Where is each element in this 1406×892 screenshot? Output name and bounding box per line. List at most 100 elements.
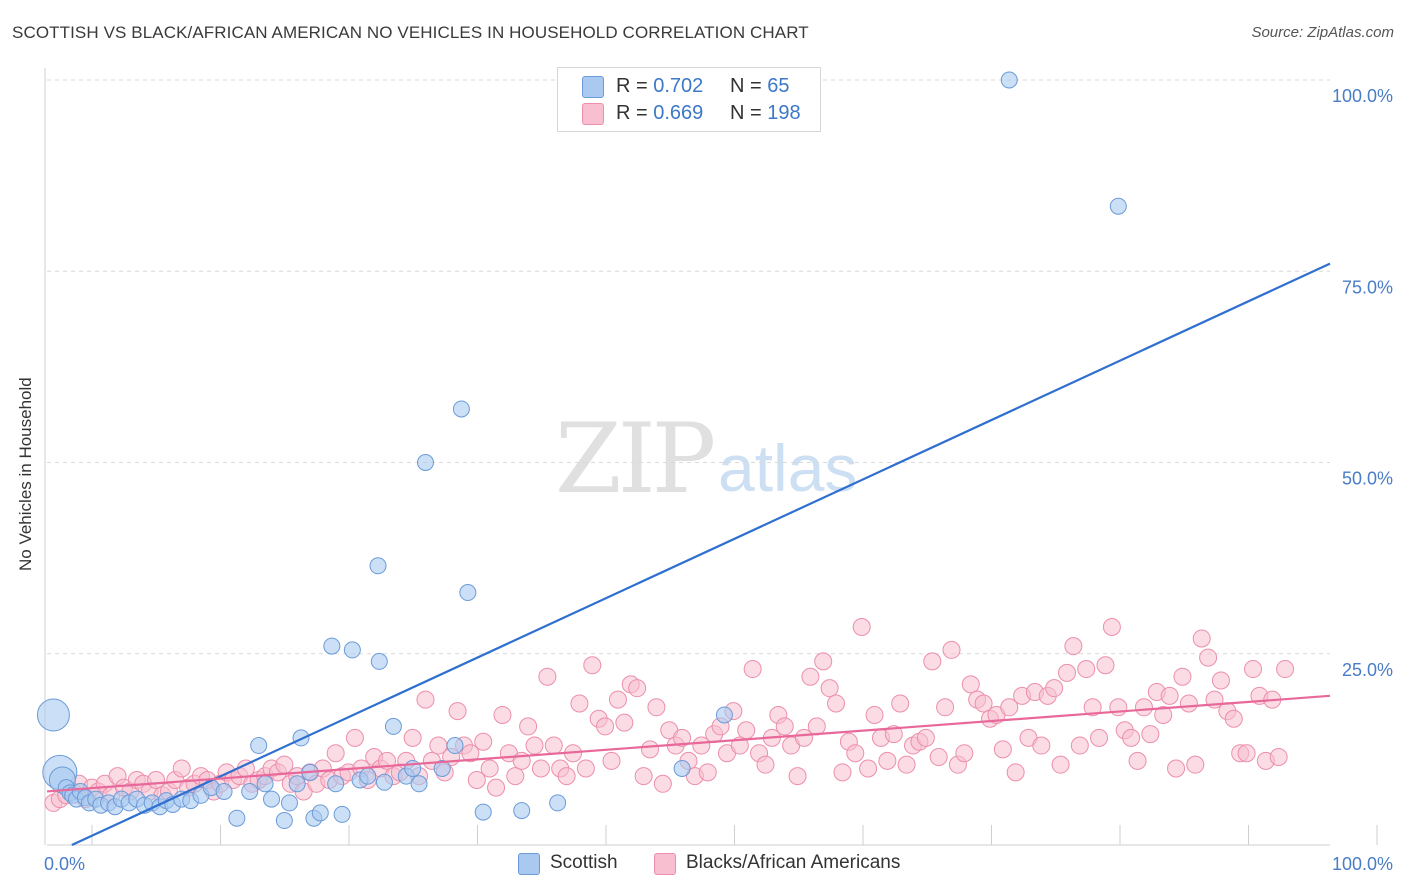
point-black <box>852 617 871 636</box>
trend-lines <box>46 262 1331 846</box>
point-black <box>519 717 538 736</box>
point-scottish <box>228 809 246 827</box>
point-black <box>474 732 493 751</box>
point-black <box>1077 660 1096 679</box>
point-black <box>1000 698 1019 717</box>
point-scottish <box>1000 71 1018 89</box>
point-scottish <box>446 737 464 755</box>
watermark-zip: ZIP <box>555 403 716 515</box>
point-black <box>576 759 595 778</box>
x-tick-label: 0.0% <box>44 854 85 874</box>
point-black <box>1141 725 1160 744</box>
point-scottish <box>370 652 388 670</box>
point-scottish <box>673 760 691 777</box>
point-black <box>756 755 775 774</box>
point-scottish <box>241 782 259 800</box>
point-scottish <box>343 641 361 659</box>
point-scottish <box>275 812 293 830</box>
point-scottish <box>359 767 377 785</box>
point-scottish <box>323 637 341 655</box>
point-black <box>506 767 525 786</box>
point-black <box>743 660 762 679</box>
point-black <box>628 679 647 698</box>
point-black <box>1276 660 1295 679</box>
legend-r-value: 0.702 <box>653 75 704 97</box>
point-black <box>1199 648 1218 667</box>
point-scottish <box>416 454 434 471</box>
point-scottish <box>256 775 274 793</box>
point-black <box>730 736 749 755</box>
legend-swatch-scottish <box>582 76 604 98</box>
point-black <box>1154 705 1173 724</box>
series-black-points <box>44 617 1295 812</box>
point-black <box>942 640 961 659</box>
y-tick-label: 75.0% <box>1342 277 1393 297</box>
point-black <box>1134 698 1153 717</box>
legend-r-value: 0.669 <box>653 102 704 124</box>
legend-r-label: R = <box>616 75 654 97</box>
point-black <box>615 713 634 732</box>
point-scottish <box>549 794 567 812</box>
legend-r-label: R = <box>616 102 654 124</box>
point-black <box>172 759 191 778</box>
point-black <box>1211 671 1230 690</box>
point-black <box>673 728 692 747</box>
x-tick-label: 100.0% <box>1332 854 1393 874</box>
grid-lines <box>47 79 1330 655</box>
y-tick-label: 100.0% <box>1332 86 1393 106</box>
point-black <box>929 748 948 767</box>
point-black <box>538 667 557 686</box>
point-scottish <box>513 802 531 820</box>
point-scottish <box>433 760 451 777</box>
point-black <box>493 705 512 724</box>
point-black <box>1032 736 1051 755</box>
point-black <box>788 767 807 786</box>
point-black <box>775 717 794 736</box>
point-black <box>814 652 833 671</box>
point-black <box>1122 728 1141 747</box>
point-black <box>416 690 435 709</box>
legend-n-value: 65 <box>767 75 790 97</box>
point-black <box>859 759 878 778</box>
point-black <box>897 755 916 774</box>
point-black <box>833 763 852 782</box>
point-black <box>807 717 826 736</box>
bottom-legend-label-scottish: Scottish <box>550 852 618 873</box>
point-black <box>1051 755 1070 774</box>
point-black <box>1167 759 1186 778</box>
point-black <box>1109 698 1128 717</box>
point-black <box>1006 763 1025 782</box>
tick-labels: 25.0% 50.0% 75.0% 100.0% 0.0% 100.0% <box>44 86 1393 874</box>
point-black <box>647 698 666 717</box>
point-black <box>480 759 499 778</box>
point-black <box>1128 751 1147 770</box>
point-black <box>1083 698 1102 717</box>
point-black <box>570 694 589 713</box>
point-black <box>641 740 660 759</box>
point-black <box>557 767 576 786</box>
point-black <box>1224 709 1243 728</box>
legend: R = 0.702 N = 65 R = 0.669 N = 198 <box>557 67 821 132</box>
point-scottish <box>311 804 329 822</box>
point-black <box>1064 637 1083 656</box>
point-black <box>1090 728 1109 747</box>
point-scottish <box>288 775 306 793</box>
point-black <box>993 740 1012 759</box>
point-black <box>448 702 467 721</box>
point-black <box>634 767 653 786</box>
point-black <box>1186 755 1205 774</box>
point-black <box>923 652 942 671</box>
chart-title: SCOTTISH VS BLACK/AFRICAN AMERICAN NO VE… <box>12 23 809 42</box>
point-black <box>1096 656 1115 675</box>
point-scottish <box>263 790 281 808</box>
point-black <box>602 751 621 770</box>
point-scottish <box>715 706 733 724</box>
point-scottish <box>327 775 345 793</box>
point-scottish <box>215 782 233 800</box>
point-black <box>467 770 486 789</box>
point-black <box>961 675 980 694</box>
point-black <box>544 736 563 755</box>
y-tick-label: 50.0% <box>1342 469 1393 489</box>
point-black <box>936 698 955 717</box>
